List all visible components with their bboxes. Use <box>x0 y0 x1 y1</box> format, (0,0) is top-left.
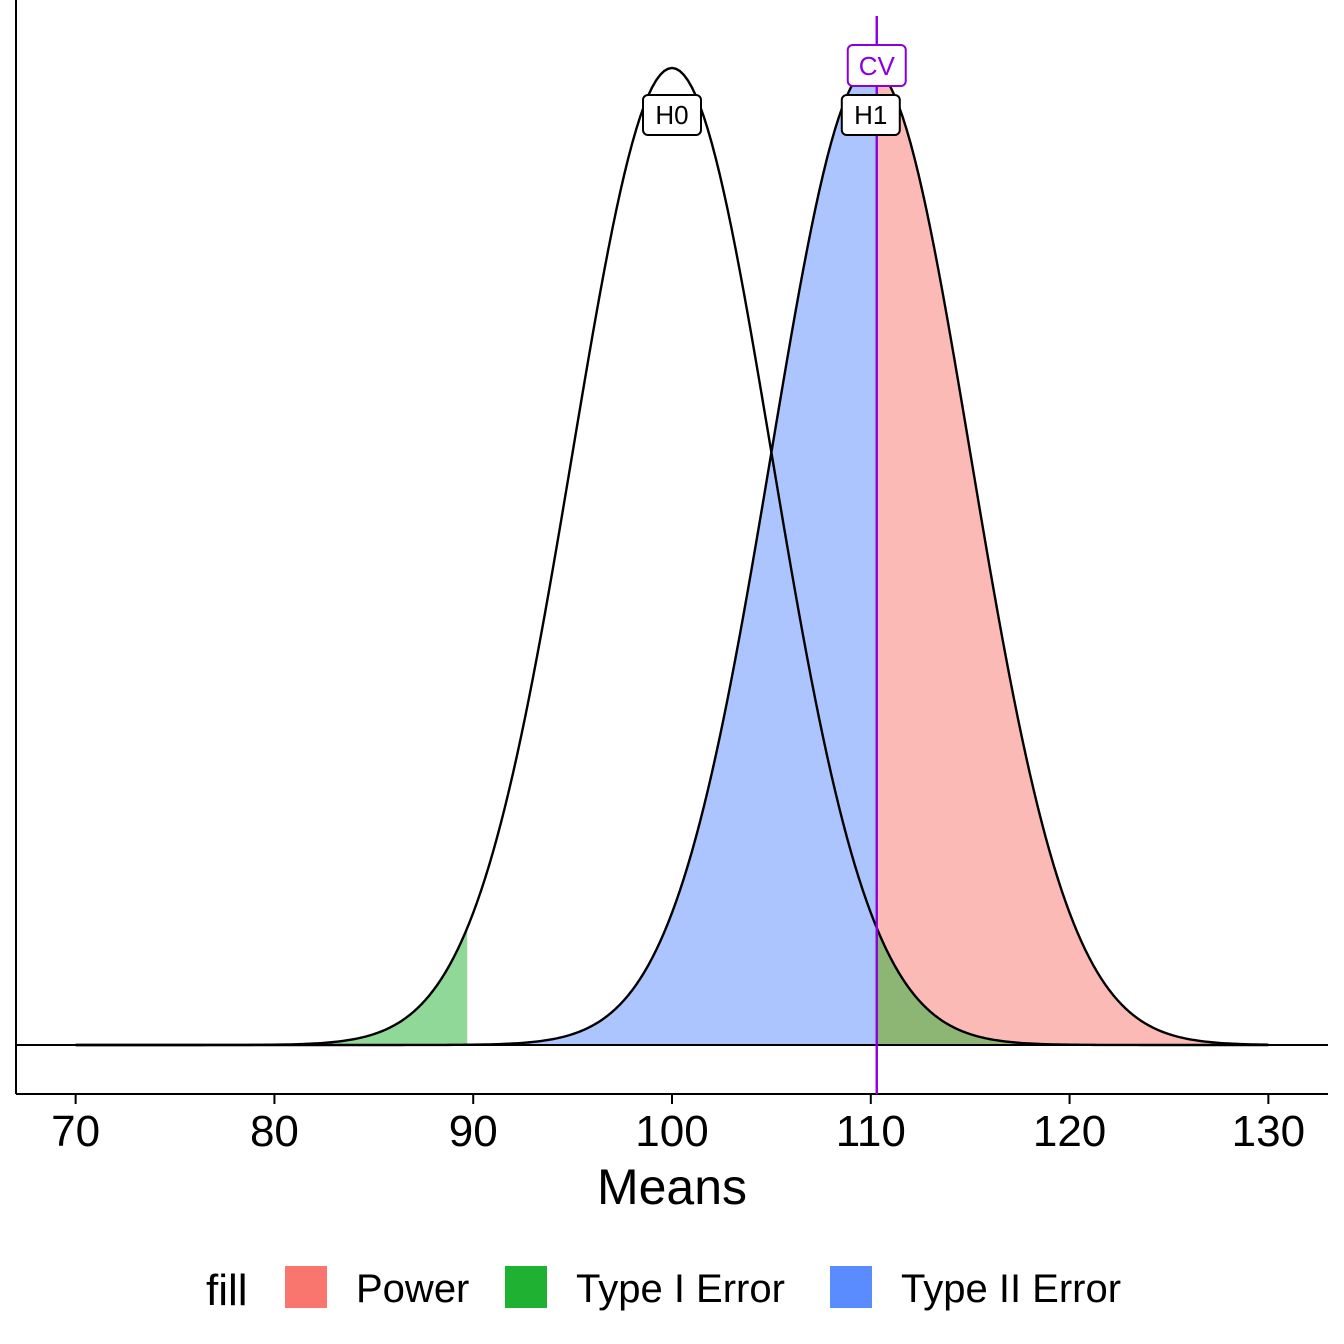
region-type-i-error <box>876 927 1269 1045</box>
legend-entry: Power <box>285 1266 469 1311</box>
x-axis-title: Means <box>597 1159 747 1215</box>
legend-label: Type II Error <box>901 1267 1121 1311</box>
legend-swatch <box>830 1266 872 1308</box>
legend: fill Power Type I Error Type II Error <box>206 1266 1121 1315</box>
legend-title: fill <box>206 1266 248 1315</box>
region-type-i-error <box>75 927 468 1045</box>
label-box-h1 <box>840 94 901 136</box>
region-type-ii-error <box>75 68 877 1046</box>
label-box-h0 <box>642 94 702 136</box>
region-fills <box>75 68 1269 1046</box>
x-tick-label: 110 <box>836 1107 906 1156</box>
legend-swatch <box>285 1266 327 1308</box>
critical-value-marker: CV <box>846 16 907 1094</box>
critical-value-label: CV <box>859 51 896 81</box>
x-tick-label: 70 <box>51 1107 100 1156</box>
label-h0: H0 <box>655 100 688 130</box>
label-h1: H1 <box>854 100 887 130</box>
legend-entry: Type I Error <box>505 1266 785 1311</box>
x-tick-label: 100 <box>635 1107 708 1156</box>
x-tick-label: 120 <box>1033 1107 1106 1156</box>
x-tick-label: 130 <box>1232 1107 1305 1156</box>
legend-label: Type I Error <box>576 1267 785 1311</box>
legend-label: Power <box>356 1267 469 1311</box>
legend-swatch <box>505 1266 547 1308</box>
critical-value-label-box <box>846 44 907 87</box>
x-tick-label: 80 <box>250 1107 299 1156</box>
hypothesis-labels: H0 H1 <box>642 94 901 136</box>
region-power <box>876 69 1269 1045</box>
legend-entry: Type II Error <box>830 1266 1121 1311</box>
x-tick-label: 90 <box>449 1107 498 1156</box>
x-ticks: 70 80 90 100 110 120 130 <box>51 1094 1305 1156</box>
h0-area <box>75 68 1269 1045</box>
